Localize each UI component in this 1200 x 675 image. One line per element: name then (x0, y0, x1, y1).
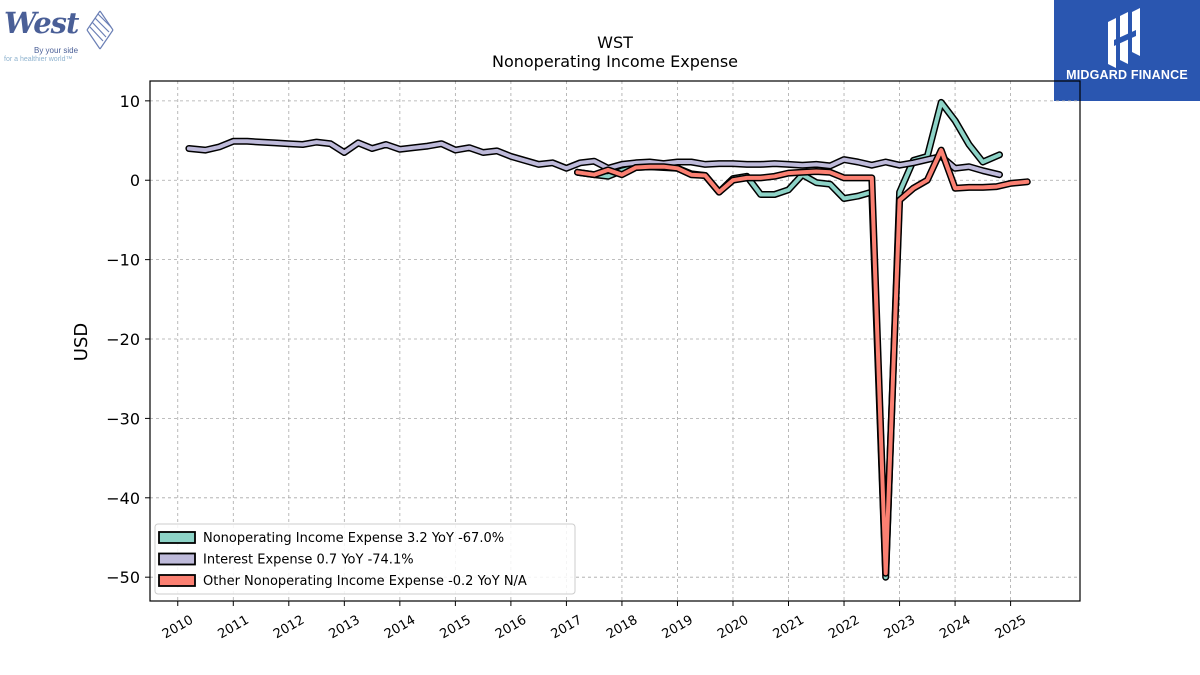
x-tick-label: 2021 (771, 613, 807, 643)
legend-swatch (158, 531, 196, 544)
legend-label: Other Nonoperating Income Expense -0.2 Y… (203, 574, 527, 589)
x-tick-label: 2019 (660, 613, 696, 643)
legend-box (154, 523, 576, 595)
series-line-outline (574, 146, 1031, 577)
y-tick-label: −30 (106, 409, 140, 428)
west-logo-subtagline: for a healthier world™ (4, 56, 73, 63)
y-axis-label: USD (71, 323, 92, 361)
midgard-finance-name: MIDGARD FINANCE (1066, 68, 1188, 82)
x-tick-label: 2024 (937, 613, 973, 643)
west-logo: West By your side for a healthier world™ (4, 6, 114, 68)
x-tick-label: 2015 (438, 613, 474, 643)
y-tick-label: 10 (120, 92, 140, 111)
x-tick-label: 2023 (882, 613, 918, 643)
x-tick-label: 2020 (715, 613, 751, 643)
x-tick-label: 2017 (549, 613, 585, 643)
x-tick-label: 2011 (215, 613, 251, 643)
series-lines (185, 98, 1031, 581)
legend-swatch (158, 552, 196, 566)
x-tick-label: 2025 (993, 613, 1029, 643)
y-tick-label: −40 (106, 489, 140, 508)
midgard-finance-logo: MIDGARD FINANCE (1054, 0, 1200, 101)
y-tick-label: 0 (130, 171, 140, 190)
series-line (186, 139, 1002, 177)
x-tick-label: 2022 (826, 613, 862, 643)
chart-title: WST (597, 33, 633, 52)
series-line-outline (185, 137, 1003, 179)
x-tick-label: 2012 (271, 613, 307, 643)
west-diamond-icon (86, 10, 114, 50)
x-tick-label: 2018 (604, 613, 640, 643)
y-tick-label: −50 (106, 568, 140, 587)
west-logo-word: West (4, 6, 79, 40)
plot-area-frame (149, 80, 1081, 602)
x-tick-label: 2010 (160, 613, 196, 643)
y-tick-label: −10 (106, 251, 140, 270)
x-tick-label: 2014 (382, 613, 418, 643)
legend-swatch (158, 574, 196, 587)
x-tick-label: 2016 (493, 613, 529, 643)
series-line (575, 148, 1030, 576)
midgard-emblem-icon (1108, 8, 1140, 68)
legend: Nonoperating Income Expense 3.2 YoY -67.… (154, 523, 576, 595)
legend-label: Interest Expense 0.7 YoY -74.1% (203, 553, 414, 568)
legend-label: Nonoperating Income Expense 3.2 YoY -67.… (203, 531, 504, 546)
chart-subtitle: Nonoperating Income Expense (492, 52, 738, 71)
west-logo-tagline: By your side (34, 46, 79, 55)
y-tick-label: −20 (106, 330, 140, 349)
x-tick-label: 2013 (326, 613, 362, 643)
